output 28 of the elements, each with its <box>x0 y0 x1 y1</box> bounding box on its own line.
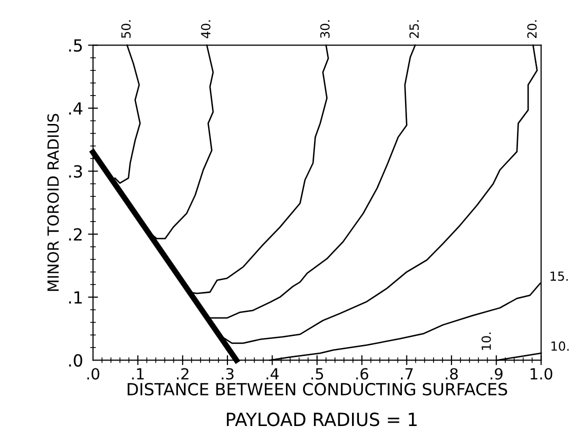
series-label: 10. <box>551 341 569 351</box>
y-tick-label: .2 <box>69 228 82 240</box>
y-axis-title: MINOR TOROID RADIUS <box>47 114 59 291</box>
y-tick-label: .1 <box>69 291 82 304</box>
text: 50. <box>121 20 131 38</box>
text: 25. <box>409 20 419 38</box>
x-tick-label: .1 <box>132 368 144 380</box>
x-tick-label: 1.0 <box>530 368 552 380</box>
annotation: 10. <box>482 332 491 350</box>
x-tick-label: .4 <box>266 368 279 380</box>
x-tick-label: .6 <box>356 368 368 380</box>
y-tick-label: .4 <box>69 102 82 115</box>
x-tick-label: .8 <box>446 368 458 380</box>
x-tick-label: .7 <box>401 368 413 380</box>
y-tick-label: .3 <box>69 165 82 178</box>
text: PAYLOAD RADIUS = 1 <box>226 412 417 426</box>
x-axis-title: DISTANCE BETWEEN CONDUCTING SURFACES <box>128 382 508 396</box>
series-label: 15. <box>550 272 568 281</box>
x-tick-label: .5 <box>311 368 324 380</box>
x-tick-label: .3 <box>222 368 234 380</box>
y-tick-label: .5 <box>69 39 82 52</box>
text: 30. <box>320 20 330 38</box>
x-tick-label: .0 <box>87 368 100 380</box>
y-tick-label: .0 <box>69 354 82 367</box>
x-tick-label: .2 <box>176 368 188 380</box>
text: 40. <box>201 20 210 38</box>
x-tick-label: .9 <box>490 368 503 380</box>
text: 20. <box>527 20 537 38</box>
